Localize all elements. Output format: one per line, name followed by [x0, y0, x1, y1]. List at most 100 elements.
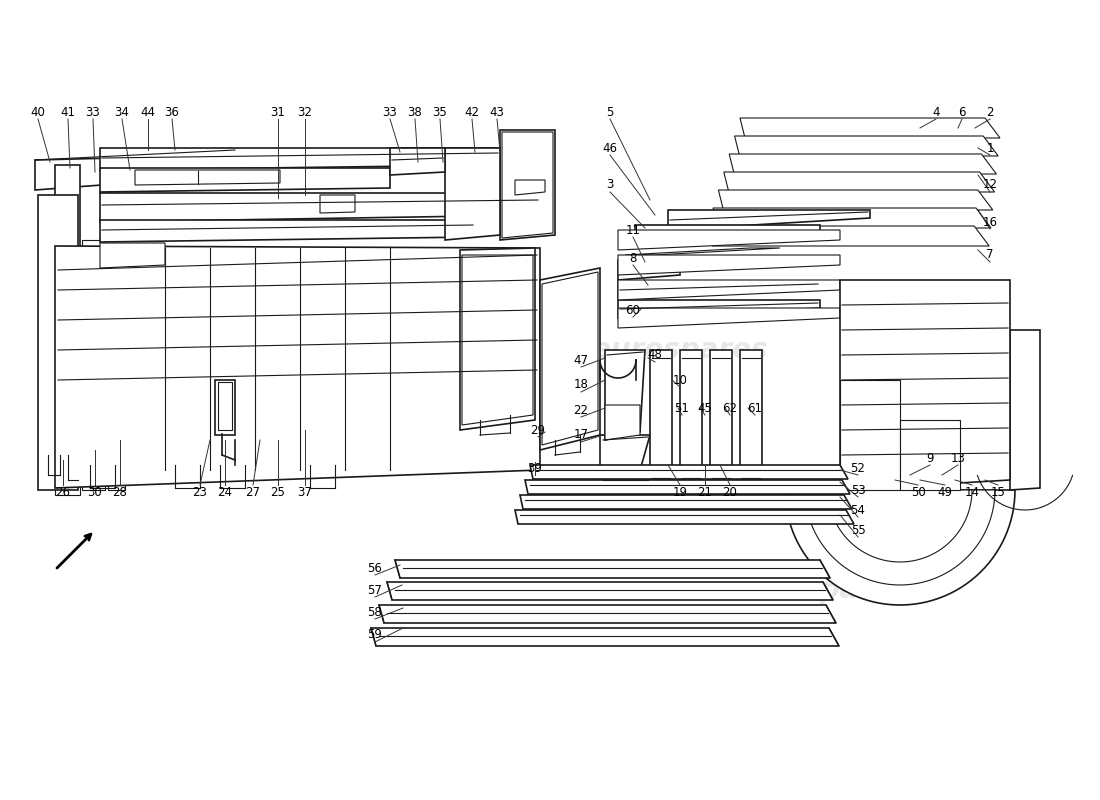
Polygon shape — [100, 148, 500, 170]
Text: 28: 28 — [112, 486, 128, 498]
Text: 4: 4 — [933, 106, 939, 118]
Polygon shape — [840, 380, 900, 490]
Text: 13: 13 — [950, 451, 966, 465]
Text: 55: 55 — [850, 523, 866, 537]
Text: 22: 22 — [573, 403, 588, 417]
Text: 26: 26 — [55, 486, 70, 498]
Text: 34: 34 — [114, 106, 130, 118]
Polygon shape — [542, 272, 598, 445]
Polygon shape — [650, 350, 672, 488]
Polygon shape — [500, 130, 556, 240]
Text: 10: 10 — [672, 374, 688, 386]
Text: 21: 21 — [697, 486, 713, 498]
Text: 14: 14 — [965, 486, 979, 498]
Polygon shape — [82, 240, 104, 490]
Text: 54: 54 — [850, 503, 866, 517]
Text: 45: 45 — [697, 402, 713, 414]
Polygon shape — [710, 350, 732, 488]
Text: eurospares: eurospares — [87, 416, 263, 444]
Text: 51: 51 — [674, 402, 690, 414]
Text: 18: 18 — [573, 378, 588, 391]
Text: 35: 35 — [432, 106, 448, 118]
Polygon shape — [618, 255, 840, 275]
Polygon shape — [218, 382, 232, 430]
Polygon shape — [525, 480, 850, 494]
Text: eurospares: eurospares — [342, 336, 518, 364]
Text: 47: 47 — [573, 354, 588, 366]
Polygon shape — [805, 490, 996, 585]
Polygon shape — [100, 168, 390, 192]
Polygon shape — [214, 380, 235, 435]
Text: 62: 62 — [723, 402, 737, 414]
Polygon shape — [390, 148, 446, 175]
Polygon shape — [39, 195, 78, 490]
Polygon shape — [35, 155, 235, 190]
Polygon shape — [668, 210, 870, 230]
Text: eurospares: eurospares — [733, 576, 908, 604]
Text: 49: 49 — [937, 486, 953, 498]
Polygon shape — [718, 190, 993, 210]
Text: 39: 39 — [528, 462, 542, 474]
Text: 24: 24 — [218, 486, 232, 498]
Text: 30: 30 — [88, 486, 102, 498]
Polygon shape — [740, 350, 762, 488]
Polygon shape — [625, 248, 780, 255]
Polygon shape — [618, 280, 840, 300]
Polygon shape — [520, 495, 852, 509]
Text: 60: 60 — [626, 303, 640, 317]
Polygon shape — [680, 350, 702, 488]
Text: eurospares: eurospares — [592, 336, 768, 364]
Text: 1: 1 — [987, 142, 993, 154]
Polygon shape — [707, 226, 989, 246]
Polygon shape — [502, 132, 553, 238]
Text: 38: 38 — [408, 106, 422, 118]
Polygon shape — [379, 605, 836, 623]
Polygon shape — [740, 118, 1000, 138]
Polygon shape — [446, 148, 501, 240]
Polygon shape — [135, 170, 280, 185]
Text: 59: 59 — [367, 629, 383, 642]
Text: 44: 44 — [141, 106, 155, 118]
Text: 25: 25 — [271, 486, 285, 498]
Text: 19: 19 — [672, 486, 688, 498]
Polygon shape — [618, 230, 840, 250]
Text: 7: 7 — [987, 249, 993, 262]
Polygon shape — [55, 420, 80, 495]
Polygon shape — [530, 465, 848, 479]
Polygon shape — [605, 350, 645, 440]
Text: 20: 20 — [723, 486, 737, 498]
Polygon shape — [618, 282, 820, 298]
Polygon shape — [735, 136, 998, 156]
Text: 61: 61 — [748, 402, 762, 414]
Text: 6: 6 — [958, 106, 966, 118]
Polygon shape — [387, 582, 833, 600]
Text: 33: 33 — [86, 106, 100, 118]
Polygon shape — [100, 220, 475, 242]
Polygon shape — [320, 195, 355, 213]
Text: 16: 16 — [982, 215, 998, 229]
Text: 52: 52 — [850, 462, 866, 474]
Polygon shape — [371, 628, 839, 646]
Polygon shape — [724, 172, 994, 192]
Text: 11: 11 — [626, 223, 640, 237]
Text: 2: 2 — [987, 106, 993, 118]
Polygon shape — [540, 268, 600, 450]
Polygon shape — [55, 165, 80, 490]
Text: 37: 37 — [298, 486, 312, 498]
Polygon shape — [515, 180, 544, 195]
Text: 56: 56 — [367, 562, 383, 574]
Polygon shape — [785, 490, 1015, 605]
Text: 27: 27 — [245, 486, 261, 498]
Text: 50: 50 — [911, 486, 925, 498]
Text: 9: 9 — [926, 451, 934, 465]
Polygon shape — [618, 260, 680, 280]
Polygon shape — [100, 243, 165, 268]
Text: 33: 33 — [383, 106, 397, 118]
Text: 58: 58 — [367, 606, 383, 618]
Text: 8: 8 — [629, 251, 637, 265]
Polygon shape — [55, 246, 540, 488]
Text: 5: 5 — [606, 106, 614, 118]
Polygon shape — [635, 225, 820, 248]
Polygon shape — [460, 248, 535, 430]
Text: 23: 23 — [192, 486, 208, 498]
